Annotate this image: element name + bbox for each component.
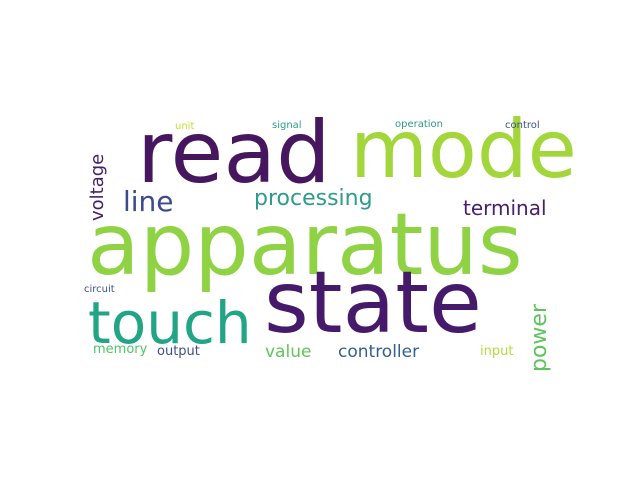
word-control: control <box>505 121 540 131</box>
word-power: power <box>529 304 551 372</box>
word-cloud: read mode apparatus state touch line pro… <box>80 120 560 360</box>
word-controller: controller <box>338 344 419 361</box>
word-value: value <box>265 344 311 361</box>
word-voltage: voltage <box>89 154 107 221</box>
word-memory: memory <box>93 343 147 356</box>
word-unit: unit <box>175 122 194 132</box>
word-line: line <box>123 188 174 216</box>
word-state: state <box>264 260 482 346</box>
word-read: read <box>137 110 331 196</box>
word-operation: operation <box>395 120 443 130</box>
word-signal: signal <box>272 121 302 131</box>
word-terminal: terminal <box>463 198 547 218</box>
word-output: output <box>157 345 200 358</box>
word-input: input <box>480 345 513 358</box>
word-circuit: circuit <box>84 285 115 295</box>
word-processing: processing <box>254 188 373 210</box>
word-mode: mode <box>350 110 577 190</box>
